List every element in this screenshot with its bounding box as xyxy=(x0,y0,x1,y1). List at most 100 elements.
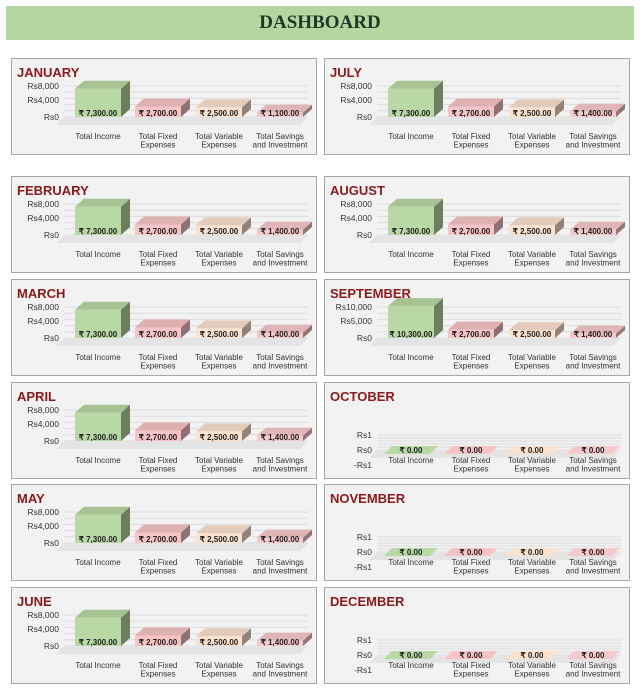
y-tick-label: Rs4,000 xyxy=(27,521,59,531)
bar-income xyxy=(75,609,130,646)
panel-title: OCTOBER xyxy=(330,389,395,404)
bar-side xyxy=(242,525,251,543)
y-tick-label: Rs0 xyxy=(357,650,372,660)
value-label: ₹ 1,400.00 xyxy=(574,227,613,236)
bar-flat xyxy=(444,651,498,659)
bar-top xyxy=(135,627,190,636)
panel-title: JANUARY xyxy=(17,65,80,80)
y-tick-label: Rs0 xyxy=(357,547,372,557)
bar-top xyxy=(196,99,251,108)
bar-side xyxy=(121,506,130,543)
value-label: ₹ 2,700.00 xyxy=(139,227,178,236)
bar-fixed xyxy=(135,98,190,117)
bar-top xyxy=(135,422,190,431)
value-label: ₹ 1,400.00 xyxy=(574,330,613,339)
category-label: Total Variable Expenses xyxy=(195,558,243,576)
bar-flat xyxy=(444,548,498,556)
y-tick-label: Rs0 xyxy=(357,112,372,122)
bar-front xyxy=(75,88,121,117)
category-label: Total Savings and Investment xyxy=(253,132,308,150)
y-tick-label: Rs0 xyxy=(44,538,59,548)
value-label: ₹ 0.00 xyxy=(460,651,483,660)
category-label: Total Savings and Investment xyxy=(566,353,621,371)
y-tick-label: Rs0 xyxy=(44,333,59,343)
chart-floor xyxy=(369,117,621,125)
y-tick-label: Rs8,000 xyxy=(340,199,372,209)
category-label: Total Fixed Expenses xyxy=(452,132,491,150)
category-label: Total Variable Expenses xyxy=(195,661,243,679)
chart-floor xyxy=(56,235,308,243)
category-label: Total Variable Expenses xyxy=(195,132,243,150)
bar-flat xyxy=(384,548,438,556)
y-tick-label: Rs0 xyxy=(357,333,372,343)
chart-panel-december: DECEMBER Rs1 Rs0 -Rs1 ₹ 0.00 Total Income ₹ 0.… xyxy=(324,587,630,684)
category-label: Total Variable Expenses xyxy=(195,353,243,371)
bar-chart: Rs8,000 Rs4,000 Rs0 ₹ 7,300.00 Total Income ₹… xyxy=(27,404,312,474)
bar-side xyxy=(434,80,443,117)
category-label: Total Fixed Expenses xyxy=(139,558,178,576)
y-tick-label: Rs8,000 xyxy=(27,81,59,91)
category-label: Total Income xyxy=(388,558,434,567)
chart-panel-january: JANUARY Rs8,000 Rs4,000 Rs0 ₹ 7,300.00 Total … xyxy=(11,58,317,155)
bar-flat xyxy=(444,446,498,454)
category-label: Total Variable Expenses xyxy=(508,661,556,679)
value-label: ₹ 0.00 xyxy=(582,651,605,660)
value-label: ₹ 10,300.00 xyxy=(390,330,433,339)
value-label: ₹ 2,500.00 xyxy=(513,227,552,236)
bar-income xyxy=(384,446,438,454)
chart-panel-november: NOVEMBER Rs1 Rs0 -Rs1 ₹ 0.00 Total Income ₹ 0.… xyxy=(324,484,630,581)
y-tick-label: Rs0 xyxy=(44,641,59,651)
panel-title: APRIL xyxy=(17,389,56,404)
category-label: Total Savings and Investment xyxy=(253,661,308,679)
panel-title: SEPTEMBER xyxy=(330,286,411,301)
bar-savings xyxy=(570,103,625,117)
chart-floor xyxy=(56,338,308,346)
bar-flat xyxy=(505,651,559,659)
bar-front xyxy=(257,332,303,338)
y-tick-label: Rs4,000 xyxy=(340,213,372,223)
value-label: ₹ 0.00 xyxy=(400,548,423,557)
category-label: Total Fixed Expenses xyxy=(452,558,491,576)
value-label: ₹ 7,300.00 xyxy=(79,433,118,442)
bar-front xyxy=(196,225,242,235)
panel-title: FEBRUARY xyxy=(17,183,89,198)
bar-top xyxy=(448,321,503,330)
bar-savings xyxy=(566,548,620,556)
bar-top xyxy=(196,217,251,226)
chart-floor xyxy=(56,646,308,654)
bar-top xyxy=(135,98,190,107)
bar-side xyxy=(121,301,130,338)
category-label: Total Income xyxy=(75,353,121,362)
bar-side xyxy=(616,221,625,235)
bar-fixed xyxy=(448,98,503,117)
bar-top xyxy=(388,80,443,89)
bar-front xyxy=(135,635,181,646)
bar-front xyxy=(257,435,303,441)
bar-variable xyxy=(505,446,559,454)
value-label: ₹ 2,500.00 xyxy=(513,330,552,339)
bar-fixed xyxy=(444,651,498,659)
category-label: Total Income xyxy=(75,661,121,670)
bar-front xyxy=(196,328,242,338)
value-label: ₹ 2,700.00 xyxy=(139,109,178,118)
bar-top xyxy=(509,217,564,226)
value-label: ₹ 2,700.00 xyxy=(139,535,178,544)
y-tick-label: Rs4,000 xyxy=(27,95,59,105)
bar-front xyxy=(75,206,121,235)
bar-income xyxy=(75,506,130,543)
bar-flat xyxy=(505,446,559,454)
value-label: ₹ 2,500.00 xyxy=(200,330,239,339)
bar-flat xyxy=(566,446,620,454)
value-label: ₹ 7,300.00 xyxy=(79,227,118,236)
y-tick-label: -Rs1 xyxy=(354,562,372,572)
bar-side xyxy=(555,217,564,235)
category-label: Total Savings and Investment xyxy=(566,250,621,268)
bar-variable xyxy=(196,423,251,441)
bar-front xyxy=(196,636,242,646)
category-label: Total Savings and Investment xyxy=(253,353,308,371)
bar-top xyxy=(257,427,312,436)
y-tick-label: Rs0 xyxy=(44,436,59,446)
value-label: ₹ 2,500.00 xyxy=(200,535,239,544)
bar-income xyxy=(388,298,443,338)
